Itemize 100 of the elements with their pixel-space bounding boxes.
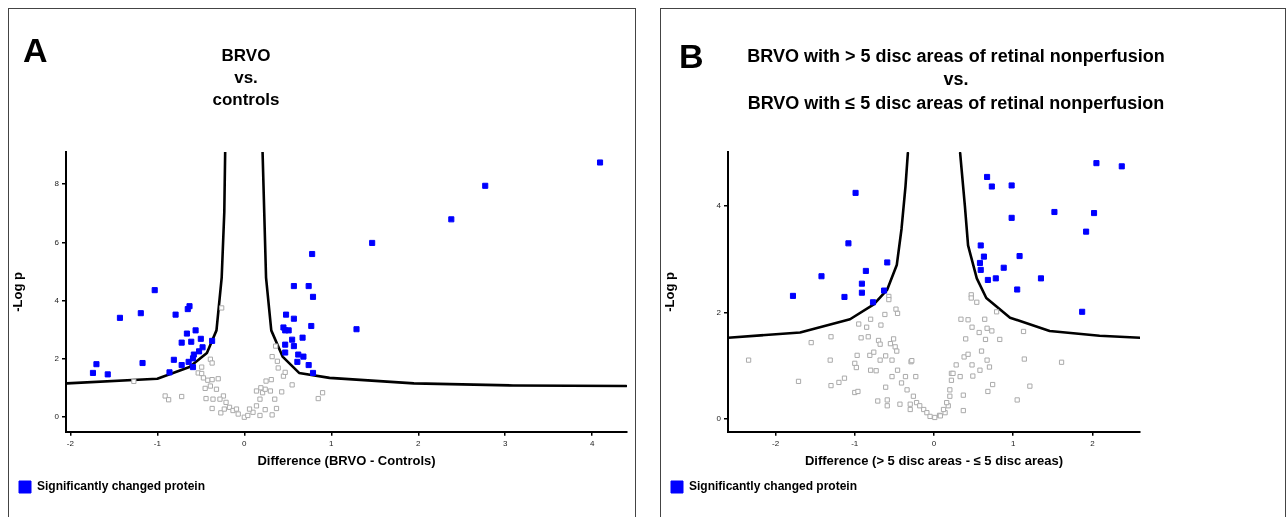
chart-title: BRVO with > 5 disc areas of retinal nonperfusion vs. BRVO with ≤ 5 disc areas of retinal nonperfusion	[747, 45, 1165, 115]
point	[185, 358, 192, 365]
point	[299, 334, 306, 341]
point	[131, 378, 137, 384]
point	[190, 351, 197, 358]
point	[869, 299, 877, 306]
point	[207, 383, 213, 389]
point	[1008, 214, 1015, 221]
x-tick-label: -2	[66, 438, 75, 448]
point	[246, 406, 253, 412]
point	[197, 335, 204, 342]
point	[852, 189, 859, 196]
point	[89, 369, 97, 376]
point	[269, 412, 275, 418]
point	[305, 362, 312, 369]
point	[272, 396, 278, 402]
y-tick-label: 8	[54, 179, 60, 189]
point	[305, 283, 312, 290]
point	[166, 369, 173, 376]
point	[294, 358, 301, 365]
point	[151, 287, 158, 294]
point	[977, 266, 984, 273]
x-tick-label: 1	[329, 438, 335, 448]
point	[1118, 163, 1125, 170]
point	[257, 412, 263, 419]
x-tick-label: -1	[153, 438, 162, 448]
x-tick-label: 3	[503, 438, 509, 448]
point	[282, 369, 288, 375]
point	[192, 327, 199, 334]
y-tick-label: 6	[54, 237, 60, 247]
point	[210, 396, 216, 402]
point	[274, 358, 280, 364]
point	[272, 343, 279, 349]
y-tick-label: 4	[716, 201, 722, 211]
point	[183, 330, 190, 337]
point	[235, 411, 241, 417]
point	[223, 399, 229, 405]
x-axis-title: Difference (BRVO - Controls)	[257, 452, 436, 468]
point	[203, 395, 209, 402]
point	[209, 337, 216, 344]
point	[179, 393, 185, 400]
point	[308, 322, 315, 330]
point	[233, 406, 240, 412]
point	[139, 359, 146, 367]
point	[290, 315, 297, 322]
point	[253, 388, 260, 394]
point	[93, 361, 100, 368]
point	[162, 393, 168, 399]
point	[290, 343, 297, 350]
point	[273, 405, 280, 412]
point	[137, 310, 144, 317]
point	[315, 395, 321, 402]
point	[275, 365, 281, 371]
point	[448, 216, 455, 223]
point	[1037, 275, 1045, 282]
point	[268, 377, 274, 383]
point	[289, 336, 296, 343]
point	[289, 382, 295, 388]
point	[253, 403, 260, 409]
point	[257, 396, 263, 402]
x-tick-label: 1	[1011, 438, 1016, 448]
point	[258, 385, 264, 391]
x-tick-label: 0	[242, 438, 248, 448]
y-tick-label: 2	[54, 354, 60, 364]
point	[992, 275, 999, 282]
point	[290, 283, 297, 290]
y-tick-label: 2	[716, 307, 722, 317]
x-tick-label: 2	[416, 438, 422, 448]
x-tick-label: -2	[771, 438, 780, 448]
point	[220, 393, 227, 399]
point	[215, 376, 221, 382]
point	[279, 389, 285, 395]
point	[1051, 208, 1058, 216]
point	[1083, 228, 1090, 235]
x-tick-label: 4	[589, 438, 595, 448]
point	[166, 397, 172, 403]
legend-label: Significantly changed protein	[37, 479, 206, 494]
point	[988, 183, 995, 190]
point	[178, 339, 185, 346]
point	[245, 412, 251, 419]
point	[1093, 160, 1100, 167]
point	[789, 292, 797, 299]
point	[178, 362, 185, 369]
point	[116, 314, 123, 321]
point	[262, 386, 268, 392]
point	[841, 293, 848, 300]
y-axis-title: -Log p	[10, 272, 26, 312]
point	[283, 311, 290, 318]
y-axis-title: -Log p	[662, 272, 678, 312]
point	[104, 371, 111, 378]
point	[1016, 253, 1023, 260]
point	[1079, 308, 1086, 315]
y-tick-label: 0	[54, 412, 60, 422]
point	[209, 360, 215, 366]
point	[319, 390, 326, 396]
x-tick-label: 0	[931, 438, 937, 448]
point	[199, 344, 206, 351]
point	[1008, 182, 1015, 189]
point	[199, 364, 205, 370]
x-tick-label: 2	[1090, 438, 1096, 448]
